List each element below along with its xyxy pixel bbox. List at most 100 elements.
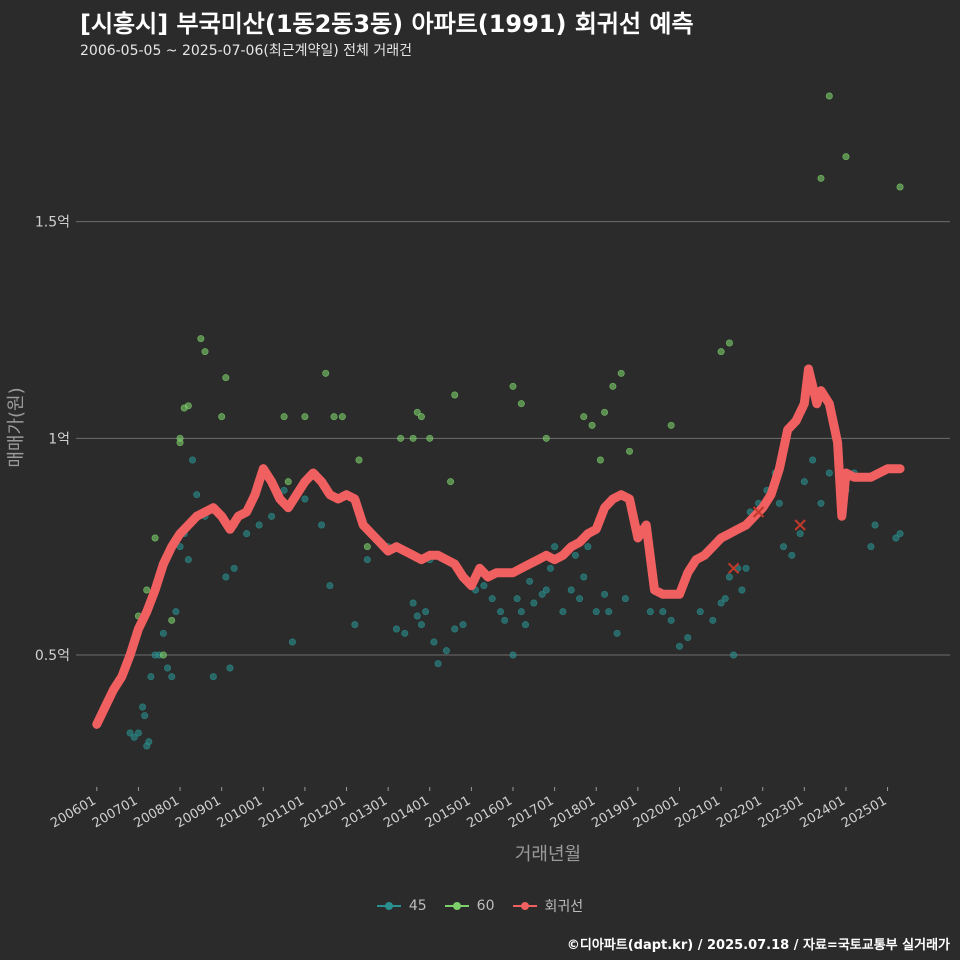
data-point-45 (517, 608, 525, 616)
data-point-45 (209, 673, 217, 681)
data-point-45 (559, 608, 567, 616)
chart-legend: 45 60 회귀선 (0, 896, 960, 916)
data-point-45 (709, 616, 717, 624)
data-point-45 (442, 647, 450, 655)
data-point-45 (434, 660, 442, 668)
data-point-60 (330, 413, 338, 421)
x-tick-label: 201001 (215, 793, 265, 831)
data-point-45 (480, 582, 488, 590)
data-point-45 (268, 512, 276, 520)
legend-key-regression (512, 900, 537, 912)
x-tick-label: 200901 (173, 793, 223, 831)
data-point-60 (509, 382, 517, 390)
data-point-60 (176, 434, 184, 442)
data-point-45 (513, 595, 521, 603)
data-point-45 (172, 608, 180, 616)
data-point-45 (576, 595, 584, 603)
data-point-60 (601, 408, 609, 416)
x-axis-title: 거래년월 (515, 844, 581, 865)
data-point-45 (301, 495, 309, 503)
data-point-45 (717, 599, 725, 607)
data-point-45 (800, 478, 808, 486)
data-point-45 (542, 586, 550, 594)
data-point-60 (417, 413, 425, 421)
legend-item-45: 45 (376, 896, 427, 916)
data-point-60 (542, 434, 550, 442)
data-point-45 (867, 543, 875, 551)
data-point-45 (501, 616, 509, 624)
data-point-45 (788, 551, 796, 559)
source-footer: ©디아파트(dapt.kr) / 2025.07.18 / 자료=국토교통부 실… (566, 938, 950, 953)
data-point-45 (721, 595, 729, 603)
data-point-45 (775, 499, 783, 507)
legend-item-regression: 회귀선 (512, 896, 584, 916)
legend-label-45: 45 (408, 898, 427, 914)
data-point-60 (355, 456, 363, 464)
data-point-45 (780, 543, 788, 551)
data-point-60 (151, 534, 159, 542)
chart-title: [시흥시] 부국미산(1동2동3동) 아파트(1991) 회귀선 예측 (80, 10, 694, 38)
data-point-45 (184, 556, 192, 564)
data-point-45 (809, 456, 817, 464)
legend-label-60: 60 (476, 898, 495, 914)
x-tick-label: 201101 (256, 793, 306, 831)
y-tick-label: 1.5억 (35, 215, 70, 231)
data-point-60 (284, 478, 292, 486)
data-point-45 (725, 573, 733, 581)
data-point-45 (551, 543, 559, 551)
outlier-marker (794, 519, 806, 531)
data-point-60 (218, 413, 226, 421)
data-point-45 (451, 625, 459, 633)
data-point-45 (164, 664, 172, 672)
data-point-45 (280, 486, 288, 494)
data-point-60 (825, 92, 833, 100)
data-point-45 (401, 629, 409, 637)
data-point-60 (447, 478, 455, 486)
series-60 (134, 92, 904, 659)
data-point-60 (363, 543, 371, 551)
data-point-60 (596, 456, 604, 464)
data-point-60 (626, 447, 634, 455)
x-tick-label: 200601 (48, 793, 98, 831)
data-point-45 (226, 664, 234, 672)
x-tick-label: 202501 (839, 793, 889, 831)
data-point-45 (430, 638, 438, 646)
data-point-45 (567, 586, 575, 594)
data-point-45 (530, 599, 538, 607)
data-point-45 (571, 551, 579, 559)
legend-label-regression: 회귀선 (544, 899, 584, 915)
data-point-60 (201, 348, 209, 356)
x-tick-label: 201501 (423, 793, 473, 831)
x-tick-label: 202101 (673, 793, 723, 831)
data-point-60 (301, 413, 309, 421)
legend-key-60 (444, 900, 469, 912)
data-point-45 (222, 573, 230, 581)
data-point-60 (409, 434, 417, 442)
x-tick-label: 201801 (548, 793, 598, 831)
data-point-45 (409, 599, 417, 607)
data-point-60 (143, 586, 151, 594)
x-tick-label: 200701 (90, 793, 140, 831)
data-point-45 (422, 608, 430, 616)
data-point-45 (675, 642, 683, 650)
data-point-45 (825, 469, 833, 477)
data-point-45 (580, 573, 588, 581)
data-point-45 (318, 521, 326, 529)
y-tick-label: 1억 (48, 431, 70, 447)
data-point-60 (397, 434, 405, 442)
data-point-45 (526, 577, 534, 585)
data-point-45 (189, 456, 197, 464)
data-point-45 (521, 621, 529, 629)
data-point-60 (609, 382, 617, 390)
data-point-45 (159, 629, 167, 637)
data-point-45 (230, 564, 238, 572)
data-point-60 (617, 369, 625, 377)
data-point-60 (717, 348, 725, 356)
data-point-45 (134, 729, 142, 737)
data-point-45 (126, 729, 134, 737)
regression-line (92, 364, 905, 729)
data-point-60 (517, 400, 525, 408)
data-point-60 (896, 183, 904, 191)
x-tick-label: 202401 (797, 793, 847, 831)
data-point-45 (413, 612, 421, 620)
